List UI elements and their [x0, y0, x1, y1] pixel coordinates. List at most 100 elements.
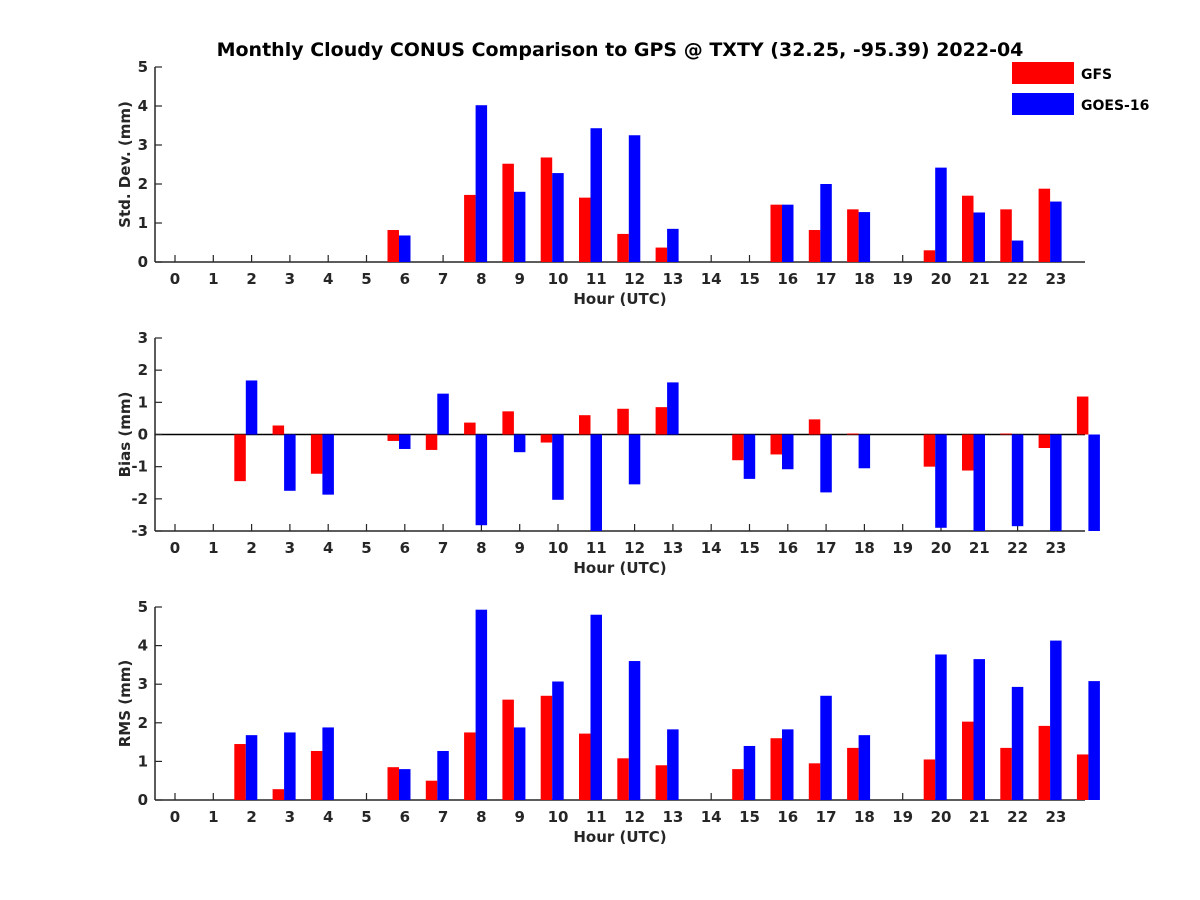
x-tick-label: 19 — [892, 270, 913, 288]
x-tick-label: 20 — [931, 270, 952, 288]
x-tick-label: 22 — [1007, 270, 1028, 288]
x-tick-label: 16 — [777, 539, 798, 557]
y-tick-label: 2 — [138, 175, 148, 193]
x-tick-label: 1 — [208, 270, 218, 288]
goes16-bar-hour-8 — [513, 191, 526, 262]
gfs-bar-hour-19 — [923, 759, 936, 800]
x-tick-label: 8 — [476, 270, 486, 288]
x-axis-label: Hour (UTC) — [573, 828, 666, 846]
x-tick-label: 12 — [624, 808, 645, 826]
goes16-bar-hour-14 — [743, 434, 756, 479]
gfs-bar-hour-21 — [1000, 433, 1012, 435]
x-tick-label: 19 — [892, 539, 913, 557]
y-tick-label: -3 — [131, 522, 148, 540]
goes16-bar-hour-3 — [322, 434, 334, 495]
goes16-bar-hour-10 — [590, 434, 602, 531]
x-tick-label: 1 — [208, 539, 218, 557]
x-tick-label: 12 — [624, 270, 645, 288]
x-tick-label: 13 — [662, 539, 683, 557]
goes16-bar-hour-21 — [1011, 434, 1024, 527]
gfs-bar-hour-10 — [579, 415, 591, 435]
gfs-bar-hour-7 — [464, 732, 476, 800]
x-tick-label: 18 — [854, 270, 875, 288]
gfs-bar-hour-17 — [847, 209, 859, 262]
gfs-bar-hour-11 — [617, 233, 629, 262]
x-tick-label: 14 — [701, 808, 722, 826]
gfs-bar-hour-8 — [502, 699, 514, 800]
y-tick-label: 0 — [138, 791, 148, 809]
goes16-bar-hour-6 — [437, 393, 449, 435]
x-tick-label: 19 — [892, 808, 913, 826]
gfs-bar-hour-9 — [540, 695, 553, 800]
gfs-bar-hour-5 — [387, 767, 399, 800]
gfs-bar-hour-10 — [579, 197, 591, 262]
goes16-bar-hour-20 — [973, 659, 985, 800]
x-tick-label: 7 — [438, 270, 448, 288]
y-tick-label: 3 — [138, 329, 148, 347]
x-tick-label: 0 — [170, 270, 180, 288]
goes16-bar-hour-16 — [820, 434, 832, 493]
x-tick-label: 14 — [701, 270, 722, 288]
y-tick-label: 3 — [138, 675, 148, 693]
gfs-bar-hour-19 — [923, 250, 936, 262]
goes16-bar-hour-23 — [1088, 681, 1100, 800]
gfs-bar-hour-7 — [464, 194, 476, 262]
goes16-bar-hour-11 — [628, 661, 641, 800]
x-tick-label: 3 — [285, 270, 295, 288]
goes16-bar-hour-7 — [475, 434, 488, 526]
x-tick-label: 9 — [514, 808, 524, 826]
x-tick-label: 22 — [1007, 539, 1028, 557]
x-tick-label: 6 — [400, 539, 410, 557]
gfs-bar-hour-20 — [962, 195, 974, 262]
goes16-bar-hour-8 — [513, 727, 526, 800]
gfs-bar-hour-20 — [962, 721, 974, 800]
x-tick-label: 17 — [816, 270, 837, 288]
gfs-bar-hour-10 — [579, 733, 591, 800]
gfs-bar-hour-5 — [387, 434, 399, 441]
goes16-bar-hour-20 — [973, 212, 985, 262]
goes16-bar-hour-6 — [437, 750, 449, 800]
y-tick-label: 1 — [138, 214, 148, 232]
y-axis-label: Std. Dev. (mm) — [116, 101, 134, 228]
goes16-bar-hour-22 — [1050, 434, 1062, 531]
x-axis-label: Hour (UTC) — [573, 290, 666, 308]
goes16-bar-hour-7 — [475, 609, 488, 800]
y-tick-label: -2 — [131, 490, 148, 508]
x-tick-label: 15 — [739, 270, 760, 288]
x-tick-label: 12 — [624, 539, 645, 557]
x-tick-label: 0 — [170, 539, 180, 557]
x-tick-label: 11 — [586, 808, 607, 826]
goes16-bar-hour-5 — [399, 235, 411, 262]
gfs-bar-hour-6 — [425, 780, 438, 800]
goes16-bar-hour-5 — [399, 769, 411, 800]
x-tick-label: 4 — [323, 808, 333, 826]
x-tick-label: 4 — [323, 270, 333, 288]
x-tick-label: 9 — [514, 270, 524, 288]
y-tick-label: -1 — [131, 458, 148, 476]
goes16-bar-hour-10 — [590, 128, 602, 262]
goes16-bar-hour-15 — [782, 204, 794, 262]
x-tick-label: 9 — [514, 539, 524, 557]
goes16-bar-hour-1 — [245, 380, 258, 435]
x-tick-label: 8 — [476, 808, 486, 826]
x-tick-label: 23 — [1045, 808, 1066, 826]
goes16-bar-hour-8 — [513, 434, 526, 453]
x-tick-label: 3 — [285, 539, 295, 557]
goes16-bar-hour-17 — [858, 735, 871, 800]
x-tick-label: 21 — [969, 539, 990, 557]
y-tick-label: 1 — [138, 393, 148, 411]
goes16-bar-hour-19 — [935, 434, 947, 528]
goes16-bar-hour-21 — [1011, 686, 1024, 800]
gfs-bar-hour-23 — [1076, 754, 1089, 800]
gfs-bar-hour-22 — [1038, 188, 1051, 262]
x-tick-label: 20 — [931, 539, 952, 557]
x-tick-label: 18 — [854, 539, 875, 557]
goes16-bar-hour-23 — [1088, 434, 1100, 531]
goes16-bar-hour-11 — [628, 135, 641, 262]
gfs-bar-hour-11 — [617, 408, 629, 435]
gfs-bar-hour-12 — [655, 407, 668, 435]
legend-label-gfs: GFS — [1081, 67, 1112, 83]
goes16-bar-hour-1 — [245, 735, 258, 800]
